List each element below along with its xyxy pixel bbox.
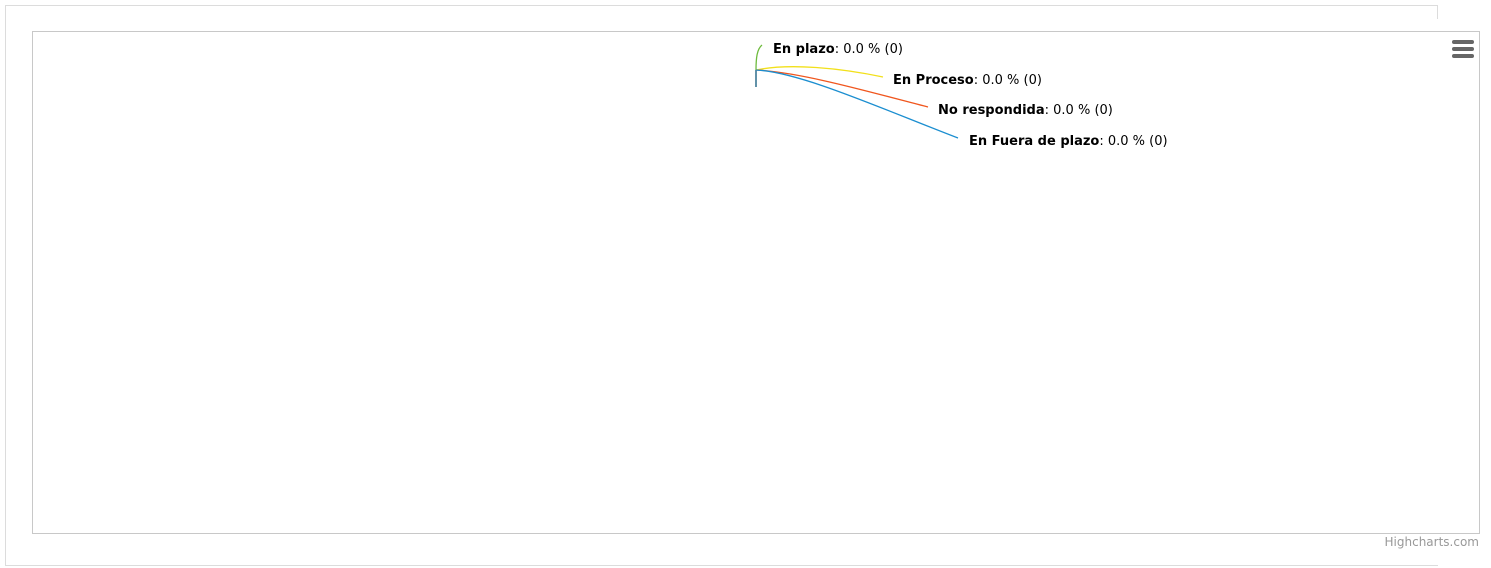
hamburger-menu-icon [1452,47,1474,51]
data-label[interactable]: En Fuera de plazo: 0.0 % (0) [969,134,1168,149]
data-label-value: : 0.0 % (0) [835,42,903,57]
data-label-value: : 0.0 % (0) [974,73,1042,88]
data-label-name: En Fuera de plazo [969,134,1099,149]
data-label-name: En Proceso [893,73,974,88]
hamburger-menu-icon [1452,54,1474,58]
data-label-value: : 0.0 % (0) [1045,103,1113,118]
data-label[interactable]: En plazo: 0.0 % (0) [773,42,903,57]
chart-menu-button[interactable] [1449,37,1477,61]
outer-frame [5,5,1438,566]
outer-frame-edge [1437,5,1438,19]
hamburger-menu-icon [1452,40,1474,44]
credits-link[interactable]: Highcharts.com [1384,535,1479,549]
connector-line-0 [755,44,763,71]
data-label-name: No respondida [938,103,1045,118]
data-label-value: : 0.0 % (0) [1099,134,1167,149]
data-label[interactable]: No respondida: 0.0 % (0) [938,103,1113,118]
chart-container [32,31,1480,534]
connector-line-3 [755,69,959,139]
data-label[interactable]: En Proceso: 0.0 % (0) [893,73,1042,88]
data-label-name: En plazo [773,42,835,57]
connector-line-1 [755,66,884,78]
